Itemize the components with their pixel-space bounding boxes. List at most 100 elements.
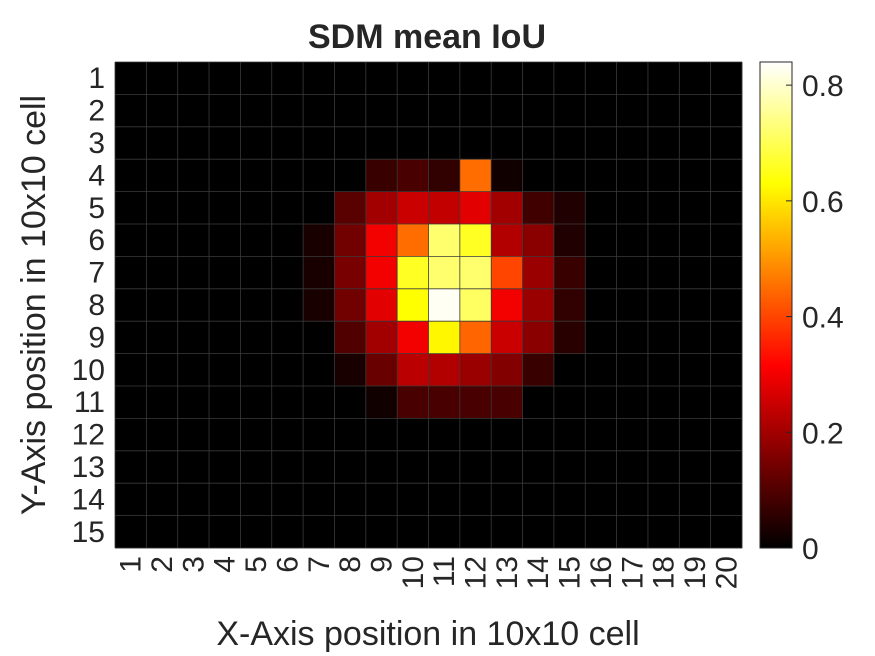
heatmap-cell — [115, 94, 147, 128]
heatmap-cell — [585, 288, 617, 322]
heatmap-cell — [334, 159, 367, 192]
heatmap-cell — [146, 450, 178, 484]
heatmap-cell — [240, 483, 273, 516]
heatmap-cell — [397, 159, 429, 192]
y-tick-label: 10 — [72, 354, 105, 387]
heatmap-cell — [428, 483, 461, 516]
heatmap-cell — [303, 386, 335, 419]
heatmap-cell — [459, 353, 492, 387]
heatmap-cell — [679, 353, 711, 387]
heatmap-cell — [303, 159, 335, 192]
heatmap-cell — [334, 483, 367, 516]
heatmap-cell — [459, 159, 492, 192]
heatmap-cell — [522, 126, 555, 160]
heatmap-cell — [115, 256, 147, 290]
heatmap-cell — [491, 353, 523, 387]
heatmap-cell — [710, 288, 743, 322]
heatmap-cell — [553, 126, 586, 160]
heatmap-cell — [428, 288, 461, 322]
y-tick-label: 8 — [88, 289, 105, 322]
heatmap-cell — [679, 256, 711, 290]
heatmap-cell — [115, 353, 147, 387]
heatmap-cell — [522, 191, 555, 225]
heatmap-cell — [616, 94, 649, 128]
heatmap-cell — [616, 321, 649, 354]
heatmap-cell — [491, 288, 523, 322]
heatmap-cell — [522, 418, 555, 452]
heatmap-cell — [146, 321, 178, 354]
heatmap-cell — [585, 450, 617, 484]
x-tick-label: 14 — [522, 556, 555, 589]
heatmap-cell — [177, 483, 210, 516]
x-tick-label: 15 — [554, 556, 587, 589]
heatmap-cell — [585, 418, 617, 452]
heatmap-cell — [303, 256, 335, 290]
heatmap-cell — [240, 515, 273, 549]
heatmap-cell — [271, 353, 304, 387]
heatmap-cell — [365, 256, 398, 290]
heatmap-cell — [647, 515, 680, 549]
heatmap-cell — [553, 418, 586, 452]
heatmap-cell — [491, 256, 523, 290]
heatmap-cell — [616, 224, 649, 257]
heatmap-cell — [522, 353, 555, 387]
x-tick-label: 1 — [115, 556, 148, 573]
heatmap-cell — [271, 515, 304, 549]
heatmap-cell — [365, 126, 398, 160]
heatmap-cell — [240, 256, 273, 290]
heatmap-cell — [428, 418, 461, 452]
heatmap-cell — [209, 62, 241, 95]
heatmap-cell — [365, 515, 398, 549]
colorbar-tick-label: 0.4 — [802, 302, 844, 335]
heatmap-cell — [334, 224, 367, 257]
x-tick-label: 9 — [365, 556, 398, 573]
y-tick-label: 1 — [88, 62, 105, 95]
heatmap-cell — [177, 450, 210, 484]
x-tick-label: 17 — [616, 556, 649, 589]
heatmap-cell — [146, 386, 178, 419]
heatmap-cell — [365, 353, 398, 387]
heatmap-cell — [585, 159, 617, 192]
heatmap-cell — [146, 224, 178, 257]
heatmap-cell — [679, 515, 711, 549]
y-tick-label: 9 — [88, 321, 105, 354]
heatmap-cell — [585, 62, 617, 95]
heatmap-cell — [491, 515, 523, 549]
heatmap-cell — [553, 353, 586, 387]
y-tick-label: 7 — [88, 257, 105, 290]
heatmap-cell — [647, 256, 680, 290]
heatmap-cell — [303, 288, 335, 322]
heatmap-cell — [365, 94, 398, 128]
heatmap-cell — [334, 191, 367, 225]
heatmap-cell — [647, 353, 680, 387]
heatmap-cell — [647, 386, 680, 419]
heatmap-cell — [115, 191, 147, 225]
heatmap-cell — [553, 256, 586, 290]
heatmap-cell — [459, 224, 492, 257]
heatmap-cell — [115, 321, 147, 354]
heatmap-cell — [710, 353, 743, 387]
heatmap-cell — [553, 483, 586, 516]
x-tick-label: 4 — [209, 556, 242, 573]
heatmap-cell — [553, 94, 586, 128]
heatmap-cell — [397, 418, 429, 452]
heatmap-cell — [553, 515, 586, 549]
heatmap-cell — [240, 353, 273, 387]
heatmap-cell — [303, 483, 335, 516]
heatmap-cell — [428, 159, 461, 192]
heatmap-cell — [616, 353, 649, 387]
heatmap-cell — [459, 256, 492, 290]
heatmap-cell — [522, 159, 555, 192]
x-tick-label: 12 — [460, 556, 493, 589]
heatmap-cell — [177, 159, 210, 192]
heatmap-cell — [334, 62, 367, 95]
heatmap-cell — [146, 483, 178, 516]
heatmap-cell — [209, 418, 241, 452]
y-tick-label: 13 — [72, 451, 105, 484]
heatmap-cell — [397, 386, 429, 419]
heatmap-cell — [491, 418, 523, 452]
heatmap-cell — [365, 159, 398, 192]
heatmap-cell — [522, 321, 555, 354]
heatmap-cell — [303, 126, 335, 160]
